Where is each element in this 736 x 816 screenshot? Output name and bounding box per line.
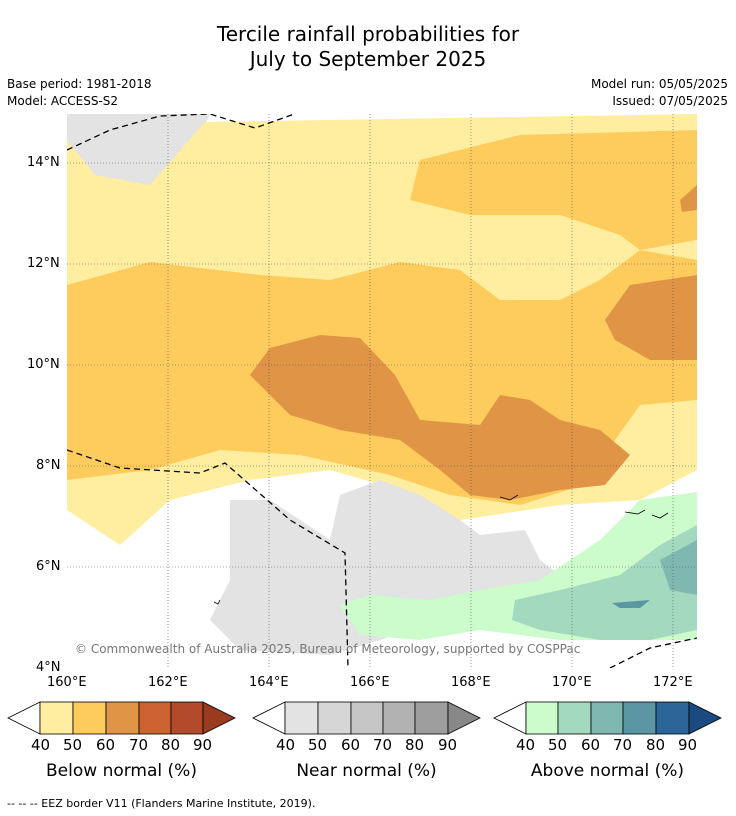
- above-tick-80: 80: [646, 736, 666, 754]
- lon-tick-170e: 170°E: [552, 675, 592, 690]
- island-outlines: [213, 494, 669, 605]
- lat-tick-12n: 12°N: [27, 256, 60, 271]
- lon-tick-164e: 164°E: [249, 675, 289, 690]
- colorbar-near: [252, 701, 481, 735]
- lon-tick-172e: 172°E: [653, 675, 693, 690]
- map-fill-layers: © Commonwealth of Australia 2025, Bureau…: [67, 114, 697, 668]
- colorbar-below: [7, 701, 236, 735]
- above-tick-70: 70: [613, 736, 633, 754]
- lon-tick-166e: 166°E: [350, 675, 390, 690]
- model-run: Model run: 05/05/2025: [590, 77, 728, 91]
- model-name: Model: ACCESS-S2: [7, 94, 119, 108]
- lon-tick-160e: 160°E: [47, 675, 87, 690]
- below-tick-70: 70: [129, 736, 149, 754]
- base-period: Base period: 1981-2018: [7, 77, 152, 91]
- above-normal-label: Above normal (%): [530, 761, 685, 781]
- above-tick-90: 90: [678, 736, 698, 754]
- below-60-70-region-central: [250, 335, 630, 500]
- above-tick-40: 40: [516, 736, 536, 754]
- map-title-line2: July to September 2025: [249, 47, 487, 71]
- lat-tick-6n: 6°N: [36, 559, 61, 574]
- colorbars: [7, 701, 722, 735]
- below-60-70-region-east: [605, 275, 697, 360]
- above-60-70-region: [660, 540, 697, 595]
- below-tick-60: 60: [96, 736, 116, 754]
- lat-tick-4n: 4°N: [36, 660, 61, 675]
- above-50-60-region: [512, 525, 697, 640]
- lat-tick-8n: 8°N: [36, 458, 61, 473]
- below-tick-50: 50: [63, 736, 83, 754]
- map-copyright: © Commonwealth of Australia 2025, Bureau…: [75, 642, 580, 656]
- above-tick-50: 50: [548, 736, 568, 754]
- lat-tick-10n: 10°N: [27, 357, 60, 372]
- issued-date: Issued: 07/05/2025: [612, 94, 728, 108]
- near-normal-label: Near normal (%): [296, 761, 437, 781]
- below-tick-80: 80: [161, 736, 181, 754]
- below-tick-90: 90: [193, 736, 213, 754]
- below-60-70-region-northeast: [680, 185, 697, 212]
- eez-borders: [67, 114, 697, 668]
- near-tick-60: 60: [341, 736, 361, 754]
- colorbar-above: [493, 701, 722, 735]
- lon-tick-168e: 168°E: [451, 675, 491, 690]
- map-title-line1: Tercile rainfall probabilities for: [216, 22, 520, 46]
- map-gridlines: [67, 114, 697, 668]
- above-tick-60: 60: [581, 736, 601, 754]
- lon-tick-162e: 162°E: [148, 675, 188, 690]
- near-tick-40: 40: [276, 736, 296, 754]
- near-tick-70: 70: [373, 736, 393, 754]
- above-70-80-patch: [612, 600, 650, 608]
- near-tick-50: 50: [308, 736, 328, 754]
- near-tick-90: 90: [438, 736, 458, 754]
- near-tick-80: 80: [405, 736, 425, 754]
- below-normal-label: Below normal (%): [46, 761, 197, 781]
- lat-tick-14n: 14°N: [27, 155, 60, 170]
- eez-footnote: -- -- -- EEZ border V11 (Flanders Marine…: [7, 797, 316, 810]
- below-tick-40: 40: [31, 736, 51, 754]
